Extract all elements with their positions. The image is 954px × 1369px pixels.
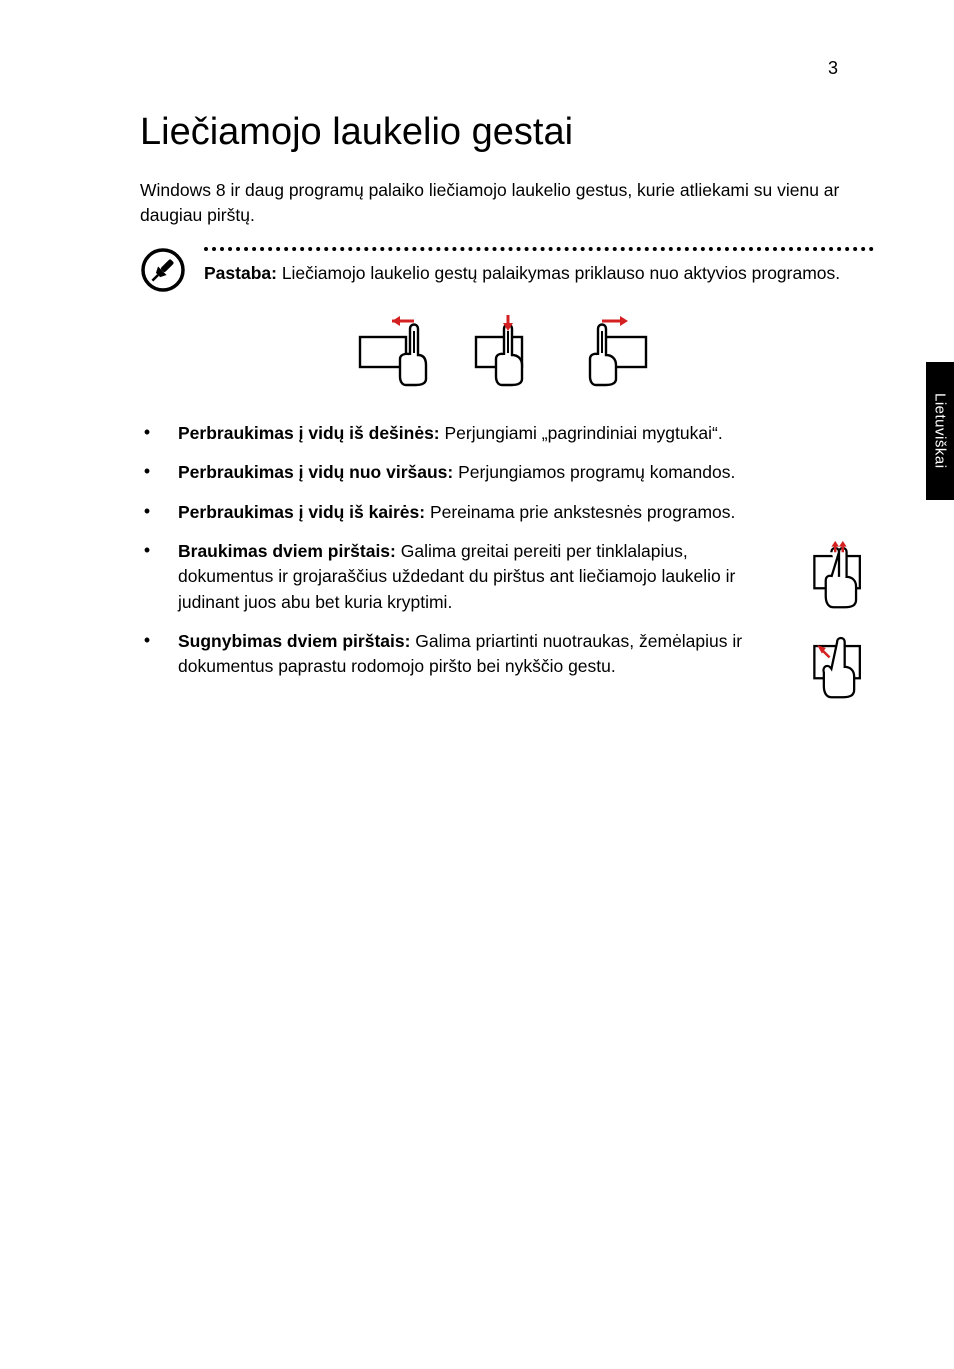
list-item: • Perbraukimas į vidų iš dešinės: Perjun… [140, 421, 874, 446]
note-block: Pastaba: Liečiamojo laukelio gestų palai… [140, 247, 874, 293]
bullet-dot: • [140, 500, 154, 523]
swipe-from-left-icon [572, 311, 658, 387]
list-item: • Braukimas dviem pirštais: Galima greit… [140, 539, 874, 615]
page-content: 3 Liečiamojo laukelio gestai Windows 8 i… [0, 0, 954, 701]
bullet-dot: • [140, 539, 154, 562]
language-tab: Lietuviškai [926, 362, 954, 500]
list-item: • Perbraukimas į vidų iš kairės: Pereina… [140, 500, 874, 525]
bullet-dot: • [140, 629, 154, 652]
list-item: • Perbraukimas į vidų nuo viršaus: Perju… [140, 460, 874, 485]
list-item: • Sugnybimas dviem pirštais: Galima pria… [140, 629, 874, 701]
note-divider [204, 247, 874, 251]
bullet-list: • Perbraukimas į vidų iš dešinės: Perjun… [140, 421, 874, 701]
intro-paragraph: Windows 8 ir daug programų palaiko lieči… [140, 178, 874, 229]
top-gesture-row [140, 311, 874, 387]
page-number: 3 [140, 58, 874, 79]
note-text: Pastaba: Liečiamojo laukelio gestų palai… [204, 261, 874, 286]
page-title: Liečiamojo laukelio gestai [140, 111, 874, 154]
two-finger-scroll-icon [804, 539, 874, 611]
note-pin-icon [140, 247, 186, 293]
two-finger-pinch-icon [804, 629, 874, 701]
swipe-from-top-icon [464, 311, 550, 387]
bullet-dot: • [140, 460, 154, 483]
swipe-from-right-icon [356, 311, 442, 387]
bullet-dot: • [140, 421, 154, 444]
